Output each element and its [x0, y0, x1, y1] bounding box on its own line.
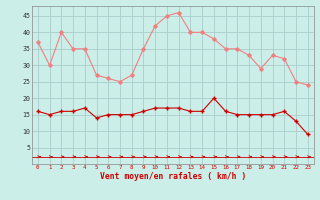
X-axis label: Vent moyen/en rafales ( km/h ): Vent moyen/en rafales ( km/h ): [100, 172, 246, 181]
